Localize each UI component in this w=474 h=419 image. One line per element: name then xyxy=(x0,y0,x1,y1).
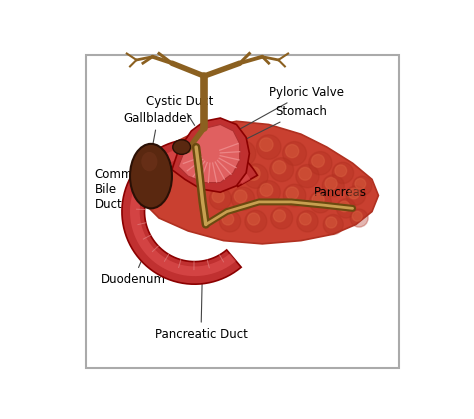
Text: Cystic Duct: Cystic Duct xyxy=(146,96,213,125)
Circle shape xyxy=(346,186,365,205)
Polygon shape xyxy=(178,124,240,183)
Circle shape xyxy=(299,168,311,180)
Circle shape xyxy=(212,191,224,202)
Circle shape xyxy=(260,138,273,151)
Circle shape xyxy=(257,181,280,204)
Circle shape xyxy=(352,211,362,221)
Text: Gallbladder: Gallbladder xyxy=(124,111,192,160)
Ellipse shape xyxy=(173,140,191,154)
Ellipse shape xyxy=(130,144,172,208)
Circle shape xyxy=(234,190,247,203)
Circle shape xyxy=(247,213,260,225)
Circle shape xyxy=(233,144,247,158)
Circle shape xyxy=(337,199,356,218)
Polygon shape xyxy=(122,139,257,284)
Circle shape xyxy=(210,188,231,210)
Circle shape xyxy=(283,184,306,207)
Text: Stomach: Stomach xyxy=(233,105,327,146)
Circle shape xyxy=(297,211,318,232)
Circle shape xyxy=(273,161,286,174)
Circle shape xyxy=(296,165,319,188)
Circle shape xyxy=(219,211,241,232)
Circle shape xyxy=(332,162,354,184)
Polygon shape xyxy=(172,118,249,192)
Circle shape xyxy=(348,188,359,199)
Text: Pyloric Valve: Pyloric Valve xyxy=(224,86,344,138)
Circle shape xyxy=(353,176,372,196)
Circle shape xyxy=(230,141,256,166)
Circle shape xyxy=(339,201,349,212)
Circle shape xyxy=(286,145,299,158)
Circle shape xyxy=(270,158,293,181)
Circle shape xyxy=(355,178,365,189)
Circle shape xyxy=(246,167,260,181)
Circle shape xyxy=(245,210,267,232)
FancyBboxPatch shape xyxy=(86,55,400,368)
Circle shape xyxy=(310,191,331,213)
Polygon shape xyxy=(130,147,250,276)
Circle shape xyxy=(326,217,337,228)
Circle shape xyxy=(335,165,346,176)
Circle shape xyxy=(231,187,255,210)
Text: Pancreatic Duct: Pancreatic Duct xyxy=(155,263,247,341)
Circle shape xyxy=(256,135,281,159)
Circle shape xyxy=(260,184,273,197)
Circle shape xyxy=(325,178,337,190)
Polygon shape xyxy=(140,121,378,244)
Circle shape xyxy=(221,168,234,180)
Circle shape xyxy=(271,207,292,229)
Circle shape xyxy=(300,213,311,225)
Circle shape xyxy=(283,142,307,166)
Circle shape xyxy=(309,152,332,175)
Text: Duodenum: Duodenum xyxy=(101,256,166,286)
Ellipse shape xyxy=(141,152,157,171)
Circle shape xyxy=(312,194,324,206)
Circle shape xyxy=(273,210,285,222)
Circle shape xyxy=(244,164,268,189)
Text: Common
Bile
Duct: Common Bile Duct xyxy=(94,168,161,210)
Circle shape xyxy=(350,209,368,227)
Text: Pancreas: Pancreas xyxy=(294,186,367,204)
Circle shape xyxy=(219,165,242,188)
Circle shape xyxy=(286,187,299,199)
Circle shape xyxy=(323,215,343,235)
Circle shape xyxy=(222,213,234,225)
Circle shape xyxy=(322,175,344,197)
Circle shape xyxy=(311,155,324,167)
